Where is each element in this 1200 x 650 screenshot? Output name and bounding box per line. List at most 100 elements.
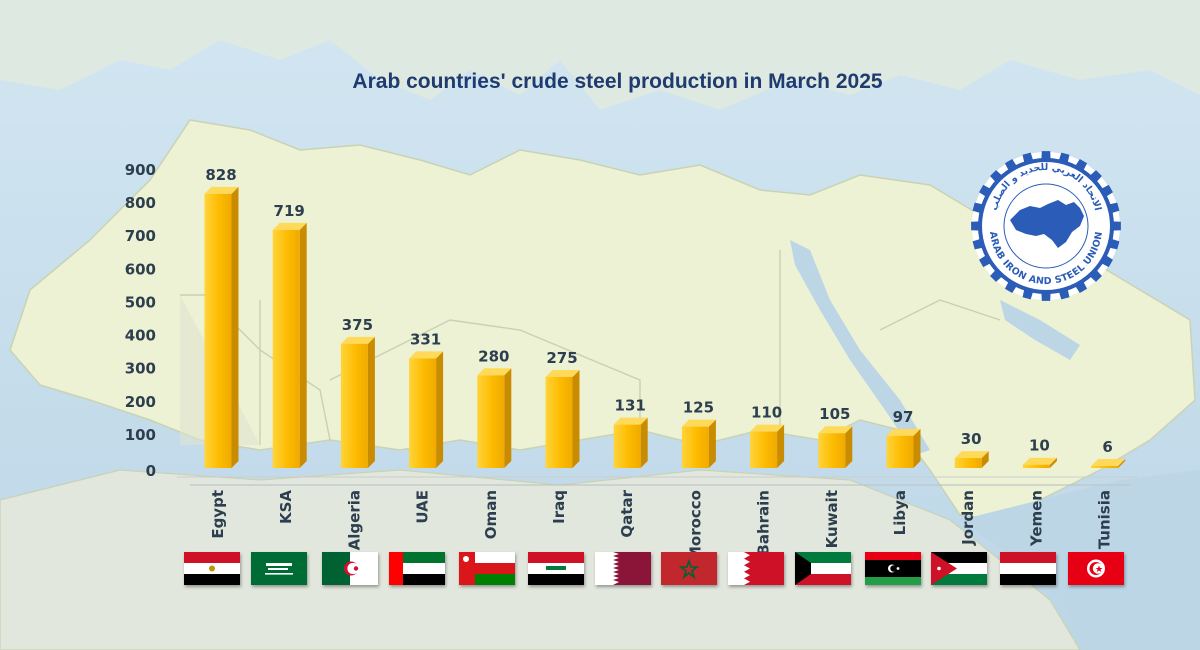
bar-top [613,417,648,425]
data-label: 275 [546,349,577,367]
bar-top [204,186,239,194]
bar [545,369,580,468]
bar-side [708,419,716,468]
data-label: 280 [478,347,509,365]
bar-side [640,417,648,468]
bar-side [913,428,921,468]
data-label: 10 [1029,437,1050,455]
data-label: 6 [1102,438,1112,456]
data-label: 105 [819,405,850,423]
chart-title: Arab countries' crude steel production i… [352,70,883,93]
bar-top [545,369,580,377]
bar-top [1022,457,1057,465]
x-tick-label: Qatar [618,489,636,537]
bar-side [572,369,580,468]
bar-front [409,358,437,468]
x-tick-label: Oman [482,490,500,539]
bar-front [272,229,300,468]
y-tick-label: 300 [125,360,156,378]
x-tick-label: Jordan [959,490,977,546]
bar-top [750,424,785,432]
bar [954,451,989,468]
bar-front [340,343,368,468]
x-tick-label: UAE [414,490,432,524]
bar-side [981,451,989,468]
y-tick-label: 700 [125,227,156,245]
y-tick-label: 0 [146,462,156,480]
bar-front [1091,466,1119,468]
bars [204,186,1126,468]
y-tick-label: 500 [125,293,156,311]
y-tick-label: 100 [125,426,156,444]
bar [272,222,307,468]
data-labels: 828 719 375 331 280 275 131 125 110 105 97 30 10 6 [205,166,1112,456]
data-label: 331 [410,330,441,348]
bar-side [1118,459,1126,468]
bar-top [272,222,307,230]
bar [340,336,375,468]
bar-side [367,336,375,468]
x-tick-label: Kuwait [823,490,841,548]
bar-front [545,376,573,468]
x-tick-label: Libya [891,490,909,535]
bar-top [409,351,444,359]
bar [1091,459,1126,468]
y-tick-label: 400 [125,327,156,345]
bar-top [477,368,512,376]
bar-front [818,433,846,468]
chart-frame [177,476,1138,486]
data-label: 375 [342,316,373,334]
bar [1022,457,1057,468]
x-tick-label: KSA [277,490,295,524]
bar-top [818,426,853,434]
data-label: 719 [274,202,305,220]
data-label: 97 [893,408,914,426]
bar [409,351,444,468]
bar [750,424,785,468]
data-label: 125 [683,399,714,417]
bar [818,426,853,468]
bar-top [681,419,716,427]
data-label: 30 [961,430,982,448]
x-tick-label: Morocco [686,490,704,561]
bar-top [886,428,921,436]
data-label: 131 [615,397,646,415]
bar-front [204,193,232,468]
bar-front [954,458,982,468]
bar-side [845,426,853,468]
bar-front [613,424,641,468]
arab-world-map-icon [1010,200,1084,248]
bar [477,368,512,468]
bar-front [886,435,914,468]
bar [613,417,648,468]
y-axis: 0 100 200 300 400 500 600 700 800 900 [125,161,156,480]
x-tick-label: Egypt [209,490,227,539]
bar-front [681,426,709,468]
bar [886,428,921,468]
bar-top [1091,459,1126,467]
x-tick-label: Iraq [550,490,568,524]
bar-side [1049,457,1057,468]
bar-front [1022,464,1050,468]
x-tick-label: Bahrain [755,490,773,556]
bar-side [504,368,512,468]
arab-iron-and-steel-union-logo: ARAB IRON AND STEEL UNION الاتحاد العربي… [971,151,1121,301]
y-tick-label: 800 [125,194,156,212]
bar-side [231,186,239,468]
y-tick-label: 900 [125,161,156,179]
bar-side [299,222,307,468]
bar-front [477,375,505,468]
bar-side [436,351,444,468]
x-tick-label: Algeria [345,490,363,550]
bar-top [954,451,989,459]
x-tick-label: Yemen [1027,490,1045,547]
bar [204,186,239,468]
data-label: 828 [205,166,236,184]
data-label: 110 [751,404,782,422]
x-axis-labels: Egypt KSA Algeria UAE Oman Iraq Qatar Morocco Ba… [209,489,1114,561]
y-tick-label: 600 [125,260,156,278]
bar-top [340,336,375,344]
bar-front [750,431,778,468]
